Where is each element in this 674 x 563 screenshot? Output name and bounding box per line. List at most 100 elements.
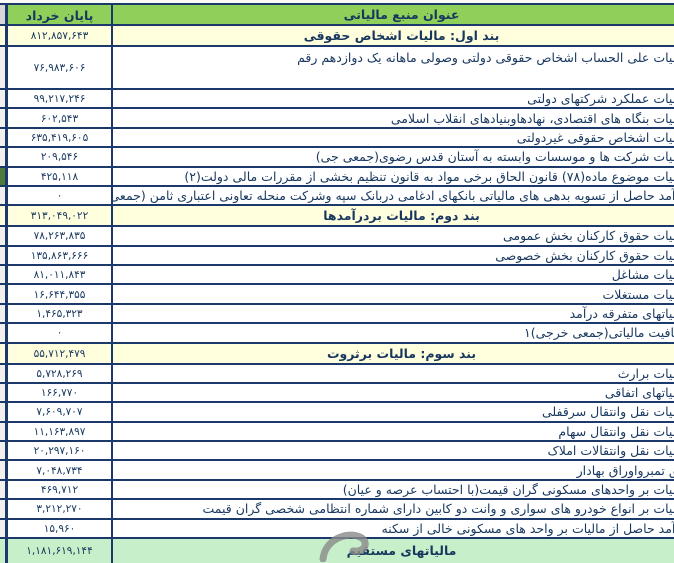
table-row: ۰ معافیت مالیاتی(جمعی خرجی)۱ <box>0 324 674 344</box>
header-row: پایان خرداد عنوان منبع مالیاتی <box>0 5 674 26</box>
value-cell[interactable]: ۷,۰۴۸,۷۳۴ <box>5 461 113 479</box>
label-cell[interactable]: بند سوم: مالیات برثروت <box>113 343 674 363</box>
table-row: ۶۳۵,۴۱۹,۶۰۵ مالیات اشخاص حقوقی غیردولتی <box>0 128 674 149</box>
value-cell[interactable]: ۰ <box>5 186 113 205</box>
value-cell[interactable]: ۱۶۶,۷۷۰ <box>5 383 113 402</box>
header-value-col[interactable]: پایان خرداد <box>5 5 113 24</box>
value-cell[interactable]: ۱۱,۱۶۳,۸۹۷ <box>5 422 113 440</box>
label-cell[interactable]: بند اول: مالیات اشخاص حقوقی <box>113 26 674 45</box>
value-cell[interactable]: ۴۲۵,۱۱۸ <box>5 167 113 185</box>
table-row: ۱۱,۱۶۳,۸۹۷ مالیات نقل وانتقال سهام <box>0 422 674 442</box>
value-cell[interactable]: ۵,۷۲۸,۲۶۹ <box>5 364 113 382</box>
table-row: ۱۳۵,۸۶۳,۶۶۶ مالیات حقوق کارکنان بخش خصوص… <box>0 246 674 266</box>
table-row: ۷,۶۰۹,۷۰۷ مالیات نقل وانتقال سرقفلی <box>0 403 674 423</box>
gutter-cell <box>0 47 5 88</box>
table-row: ۴۲۵,۱۱۸ مالیات موضوع ماده(۷۸) قانون الحا… <box>0 167 674 187</box>
value-cell[interactable]: ۷۸,۲۶۳,۸۳۵ <box>5 227 113 245</box>
gutter-cell <box>0 128 5 147</box>
gutter-cell <box>0 364 5 382</box>
label-cell[interactable]: مالیات عملکرد شرکتهای دولتی <box>527 91 674 107</box>
value-cell[interactable]: ۵۵,۷۱۲,۴۷۹ <box>5 343 113 363</box>
tax-revenue-table: پایان خرداد عنوان منبع مالیاتی ۸۱۲,۸۵۷,۶… <box>0 3 674 563</box>
gutter-cell <box>0 343 5 363</box>
label-cell[interactable]: مالیات نقل وانتقال سرقفلی <box>541 404 674 420</box>
label-cell[interactable]: مالیاتهای متفرقه درآمد <box>569 305 674 321</box>
value-cell[interactable]: ۱۵,۹۶۰ <box>5 519 113 537</box>
label-cell[interactable]: حق تمبرواوراق بهادار <box>576 462 674 478</box>
label-cell[interactable]: مالیات مستغلات <box>602 286 674 302</box>
label-cell[interactable]: مالیاتهای مستقیم <box>113 538 674 563</box>
gutter-cell <box>0 148 5 166</box>
gutter-cell <box>0 304 5 323</box>
label-cell[interactable]: معافیت مالیاتی(جمعی خرجی)۱ <box>524 325 674 341</box>
label-cell[interactable]: مالیات بر واحدهای مسکونی گران قیمت(با اح… <box>342 481 674 497</box>
label-cell[interactable]: درآمد حاصل از تسویه بدهی های مالیاتی بان… <box>113 188 674 204</box>
label-cell[interactable]: مالیات مشاغل <box>611 267 674 283</box>
value-cell[interactable]: ۱,۴۶۵,۳۲۳ <box>5 304 113 323</box>
header-title-col[interactable]: عنوان منبع مالیاتی <box>113 5 674 24</box>
value-cell[interactable]: ۰ <box>5 324 113 342</box>
value-cell[interactable]: ۶۳۵,۴۱۹,۶۰۵ <box>5 128 113 147</box>
gutter-cell <box>0 422 5 440</box>
table-row: ۷۶,۹۸۳,۶۰۶ مالیات علی الحساب اشخاص حقوقی… <box>0 47 674 90</box>
top-margin-strip <box>0 0 674 3</box>
value-cell[interactable]: ۷,۶۰۹,۷۰۷ <box>5 403 113 421</box>
table-row: ۱,۴۶۵,۳۲۳ مالیاتهای متفرقه درآمد <box>0 304 674 325</box>
label-cell[interactable]: درآمد حاصل از مالیات بر واحد های مسکونی … <box>381 520 674 536</box>
gutter-cell <box>0 5 5 24</box>
label-cell[interactable]: مالیات حقوق کارکنان بخش عمومی <box>502 228 674 244</box>
label-cell[interactable]: مالیات حقوق کارکنان بخش خصوصی <box>495 247 674 263</box>
gutter-cell <box>0 442 5 460</box>
gutter-cell <box>0 206 5 226</box>
label-cell[interactable]: مالیات موضوع ماده(۷۸) قانون الحاق برخی م… <box>184 168 674 184</box>
gutter-cell <box>0 186 5 205</box>
table-row: ۵۵,۷۱۲,۴۷۹ بند سوم: مالیات برثروت <box>0 343 674 365</box>
table-row: ۷,۰۴۸,۷۳۴ حق تمبرواوراق بهادار <box>0 461 674 481</box>
value-cell[interactable]: ۱,۱۸۱,۶۱۹,۱۴۴ <box>5 538 113 563</box>
label-cell[interactable]: مالیات علی الحساب اشخاص حقوقی دولتی وصول… <box>297 50 674 65</box>
table-row: ۷۸,۲۶۳,۸۳۵ مالیات حقوق کارکنان بخش عمومی <box>0 227 674 247</box>
label-cell[interactable]: بند دوم: مالیات بردرآمدها <box>113 206 674 226</box>
table-row: ۴۶۹,۷۱۲ مالیات بر واحدهای مسکونی گران قی… <box>0 480 674 501</box>
gutter-cell <box>0 26 5 45</box>
label-cell[interactable]: مالیات بنگاه های اقتصادی، نهادهاوبنیادها… <box>390 110 674 126</box>
value-cell[interactable]: ۲۰۹,۵۴۶ <box>5 148 113 166</box>
value-cell[interactable]: ۳,۲۱۲,۲۷۰ <box>5 500 113 518</box>
value-cell[interactable]: ۳۱۳,۰۴۹,۰۲۲ <box>5 206 113 226</box>
gutter-cell <box>0 285 5 303</box>
label-cell[interactable]: مالیات شرکت ها و موسسات وابسته به آستان … <box>315 149 674 165</box>
value-cell[interactable]: ۸۱,۰۱۱,۸۴۳ <box>5 266 113 284</box>
label-cell[interactable]: مالیات برارث <box>617 365 674 381</box>
label-cell[interactable]: مالیات اشخاص حقوقی غیردولتی <box>516 129 674 145</box>
gutter-cell <box>0 519 5 537</box>
table-row: ۳,۲۱۲,۲۷۰ مالیات بر انواع خودرو های سوار… <box>0 500 674 520</box>
value-cell[interactable]: ۱۳۵,۸۶۳,۶۶۶ <box>5 246 113 264</box>
table-row: ۱۶۶,۷۷۰ مالیاتهای اتفاقی <box>0 383 674 404</box>
value-cell[interactable]: ۱۶,۶۴۴,۳۵۵ <box>5 285 113 303</box>
gutter-cell <box>0 461 5 479</box>
gutter-cell <box>0 227 5 245</box>
gutter-cell <box>0 383 5 402</box>
gutter-cell <box>0 500 5 518</box>
table-row: ۸۱۲,۸۵۷,۶۴۳ بند اول: مالیات اشخاص حقوقی <box>0 26 674 47</box>
label-cell[interactable]: مالیات نقل وانتقالات املاک <box>547 443 674 459</box>
gutter-cell <box>0 167 5 185</box>
value-cell[interactable]: ۴۶۹,۷۱۲ <box>5 480 113 499</box>
gutter-cell <box>0 109 5 127</box>
label-cell[interactable]: مالیات بر انواع خودرو های سواری و وانت د… <box>202 501 674 517</box>
table-row: ۱۶,۶۴۴,۳۵۵ مالیات مستغلات <box>0 285 674 305</box>
gutter-cell <box>0 90 5 108</box>
value-cell[interactable]: ۷۶,۹۸۳,۶۰۶ <box>5 47 113 88</box>
gutter-cell <box>0 246 5 264</box>
value-cell[interactable]: ۶۰۲,۵۴۳ <box>5 109 113 127</box>
gutter-cell <box>0 538 5 563</box>
label-cell[interactable]: مالیاتهای اتفاقی <box>604 385 674 401</box>
table-row: ۱,۱۸۱,۶۱۹,۱۴۴ مالیاتهای مستقیم <box>0 538 674 563</box>
value-cell[interactable]: ۸۱۲,۸۵۷,۶۴۳ <box>5 26 113 45</box>
label-cell[interactable]: مالیات نقل وانتقال سهام <box>558 423 674 439</box>
value-cell[interactable]: ۹۹,۲۱۷,۲۴۶ <box>5 90 113 108</box>
gutter-cell <box>0 480 5 499</box>
value-cell[interactable]: ۲۰,۲۹۷,۱۶۰ <box>5 442 113 460</box>
table-row: ۱۵,۹۶۰ درآمد حاصل از مالیات بر واحد های … <box>0 519 674 539</box>
